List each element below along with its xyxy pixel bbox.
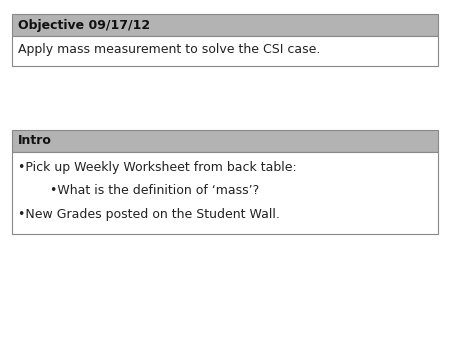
Text: Intro: Intro bbox=[18, 135, 52, 147]
Text: •New Grades posted on the Student Wall.: •New Grades posted on the Student Wall. bbox=[18, 208, 280, 221]
Text: Objective 09/17/12: Objective 09/17/12 bbox=[18, 19, 150, 31]
Bar bbox=[12, 152, 438, 234]
Bar bbox=[12, 130, 438, 152]
Text: •Pick up Weekly Worksheet from back table:: •Pick up Weekly Worksheet from back tabl… bbox=[18, 161, 297, 174]
Bar bbox=[12, 14, 438, 36]
Bar bbox=[12, 36, 438, 66]
Text: •What is the definition of ‘mass’?: •What is the definition of ‘mass’? bbox=[18, 184, 259, 197]
Text: Apply mass measurement to solve the CSI case.: Apply mass measurement to solve the CSI … bbox=[18, 43, 320, 55]
